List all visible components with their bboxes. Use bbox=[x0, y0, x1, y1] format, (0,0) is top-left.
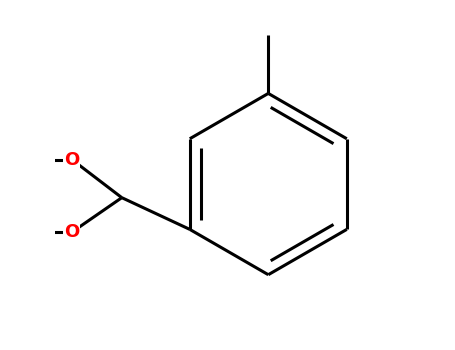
Text: O: O bbox=[64, 223, 80, 241]
Text: O: O bbox=[64, 150, 80, 169]
